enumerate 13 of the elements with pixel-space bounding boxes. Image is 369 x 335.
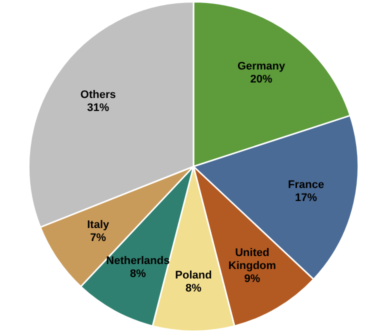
slice-label: Poland	[175, 269, 212, 282]
slice-label: Italy	[87, 218, 110, 231]
data-label: 8%	[186, 282, 202, 294]
slice-label: Germany	[237, 60, 286, 73]
data-label: 20%	[250, 74, 273, 86]
data-label: 31%	[87, 102, 110, 114]
data-label: 9%	[244, 272, 260, 285]
slice-label: France	[288, 179, 324, 192]
data-label: 8%	[130, 268, 146, 280]
slice-label: United Kingdom	[228, 246, 276, 272]
data-label: 17%	[295, 192, 318, 204]
data-label: 7%	[90, 232, 106, 244]
slice-label: Others	[80, 89, 116, 102]
